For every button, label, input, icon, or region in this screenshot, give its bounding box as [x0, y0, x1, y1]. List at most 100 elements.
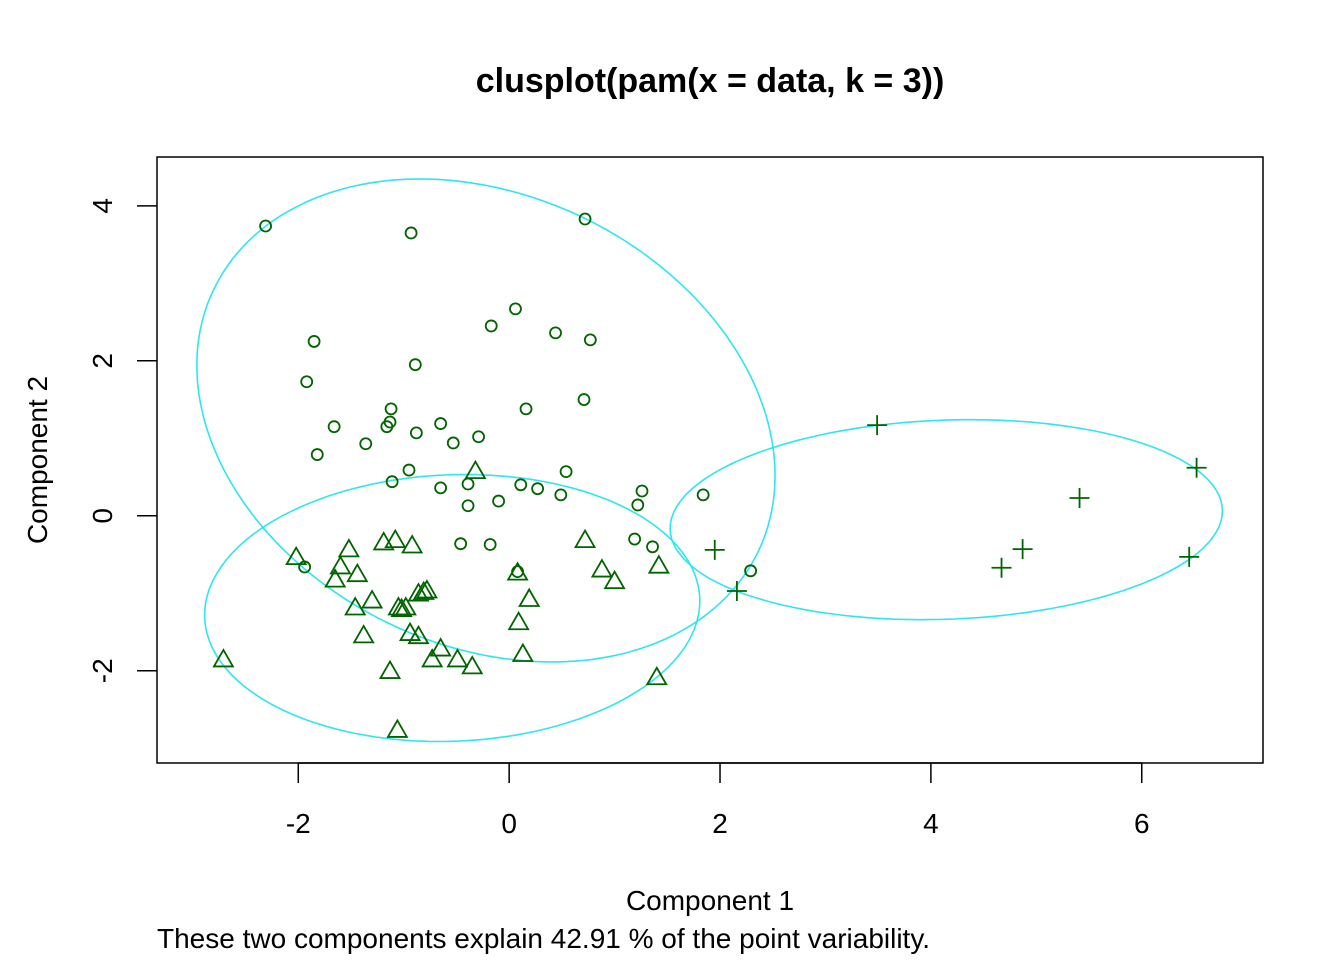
y-tick-label: 0	[87, 508, 118, 524]
point-triangle	[344, 596, 367, 616]
point-circle	[631, 498, 645, 512]
point-circle	[446, 436, 460, 450]
point-triangle	[507, 610, 530, 631]
point-plus	[991, 557, 1012, 578]
point-circle	[454, 537, 468, 551]
x-tick-label: 0	[501, 808, 517, 839]
point-triangle	[412, 580, 435, 600]
y-tick-label: 4	[87, 198, 118, 214]
point-circle	[628, 532, 642, 546]
point-plus	[867, 415, 888, 436]
point-triangle	[390, 597, 413, 617]
point-circle	[461, 477, 475, 491]
point-circle	[559, 465, 573, 479]
point-circle	[578, 212, 592, 226]
point-triangle	[346, 562, 369, 583]
point-circle	[583, 333, 597, 347]
x-tick-label: -2	[286, 808, 311, 839]
point-triangle	[407, 582, 430, 602]
point-circle	[384, 402, 398, 416]
x-axis-label: Component 1	[626, 885, 794, 916]
point-circle	[359, 437, 373, 451]
point-circle	[402, 463, 416, 477]
point-triangle	[647, 554, 670, 574]
point-triangle	[386, 718, 409, 738]
y-axis: -2 0 2 4	[87, 198, 157, 683]
point-circle	[696, 488, 710, 502]
variability-note: These two components explain 42.91 % of …	[157, 923, 930, 954]
point-circle	[380, 420, 394, 434]
point-circle	[404, 226, 418, 240]
point-triangle	[603, 569, 626, 590]
ellipses	[196, 178, 1224, 743]
x-tick-label: 2	[712, 808, 728, 839]
x-axis: -2 0 2 4 6	[286, 762, 1150, 839]
point-circle	[434, 417, 448, 430]
point-circle	[408, 358, 422, 372]
point-circle	[327, 420, 341, 434]
point-triangle	[337, 538, 360, 558]
point-triangle	[398, 621, 422, 641]
point-triangle	[446, 648, 469, 668]
point-triangle	[645, 665, 668, 686]
point-circle	[577, 393, 591, 406]
point-circle	[549, 326, 562, 340]
point-circle	[259, 219, 272, 233]
point-triangle	[361, 589, 384, 609]
point-circle	[472, 430, 485, 444]
x-tick-label: 6	[1134, 808, 1150, 839]
point-plus	[1069, 487, 1090, 508]
point-triangle	[574, 528, 597, 548]
point-triangle	[590, 558, 613, 578]
y-tick-label: -2	[87, 658, 118, 683]
point-circle	[744, 564, 757, 578]
point-triangle	[407, 624, 430, 645]
plot-area	[156, 156, 1264, 764]
point-plus	[1179, 546, 1200, 567]
point-circle	[484, 319, 498, 333]
point-triangle	[378, 659, 402, 679]
point-circle	[461, 499, 475, 513]
point-triangle	[324, 568, 347, 588]
point-plus	[726, 580, 747, 601]
point-triangle	[506, 561, 529, 581]
points	[212, 212, 1207, 738]
y-tick-label: 2	[87, 353, 118, 369]
point-triangle	[285, 545, 308, 566]
point-circle	[492, 494, 506, 508]
point-circle	[385, 475, 399, 489]
cluster-ellipse-2	[203, 473, 701, 743]
point-circle	[531, 482, 545, 496]
point-circle	[509, 302, 522, 316]
point-triangle	[511, 642, 534, 662]
point-circle	[514, 478, 528, 492]
point-triangle	[212, 648, 235, 668]
point-circle	[434, 481, 448, 495]
point-plus	[1186, 457, 1207, 478]
point-triangle	[421, 648, 444, 668]
point-triangle	[461, 655, 484, 675]
point-circle	[646, 540, 659, 554]
point-triangle	[352, 624, 375, 644]
cluster-ellipse-3	[669, 418, 1224, 621]
point-triangle	[464, 459, 487, 480]
point-triangle	[329, 555, 352, 575]
point-circle	[635, 484, 649, 498]
point-triangle	[394, 596, 417, 616]
point-plus	[1012, 539, 1033, 560]
point-circle	[554, 488, 568, 502]
point-circle	[310, 448, 324, 461]
y-axis-label: Component 2	[22, 376, 53, 544]
point-plus	[704, 539, 725, 560]
cluster-ellipse-1	[196, 178, 776, 663]
point-circle	[307, 335, 321, 348]
point-triangle	[518, 587, 541, 607]
point-circle	[483, 538, 497, 551]
point-triangle	[401, 534, 424, 554]
point-triangle	[429, 637, 452, 657]
point-circle	[409, 426, 423, 440]
point-circle	[519, 402, 533, 416]
chart-title: clusplot(pam(x = data, k = 3))	[476, 62, 945, 100]
x-tick-label: 4	[923, 808, 939, 839]
